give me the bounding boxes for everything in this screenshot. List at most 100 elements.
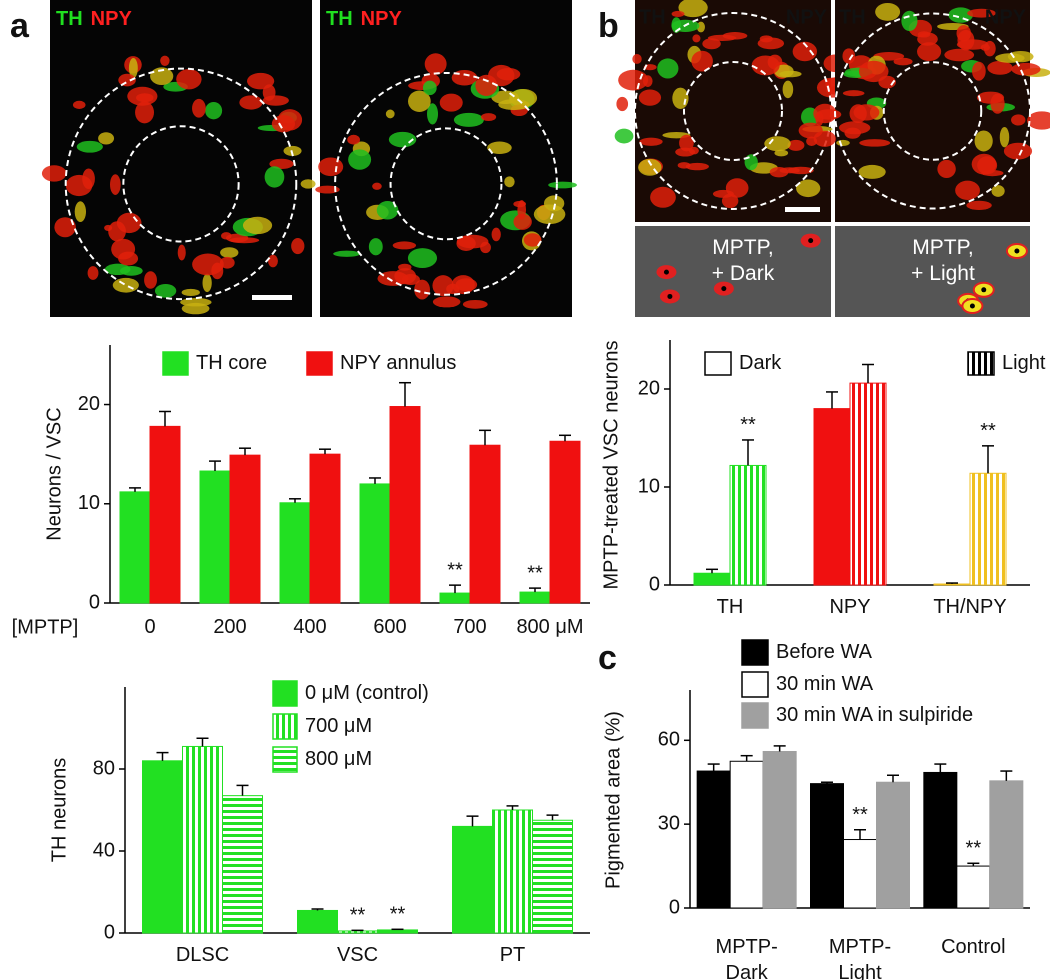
- error-bar: [319, 448, 331, 455]
- cell-blob: [422, 80, 437, 96]
- cell-blob: [333, 250, 361, 257]
- error-bar: [934, 763, 947, 773]
- legend-swatch: [704, 351, 732, 376]
- error-bar: [887, 774, 899, 783]
- bar: [142, 760, 183, 934]
- x-tick-label: NPY: [829, 596, 870, 618]
- cell-blob: [725, 178, 749, 198]
- bar: [810, 783, 844, 909]
- bar: [199, 470, 231, 604]
- cell-blob: [247, 72, 275, 90]
- cell-blob: [858, 60, 889, 83]
- legend-swatch: [967, 351, 995, 376]
- cell-blob: [104, 224, 113, 231]
- outer-ring: [334, 71, 558, 296]
- error-bar: [740, 754, 753, 762]
- cell-blob: [118, 73, 136, 87]
- x-tick-label: MPTP-Dark: [716, 936, 778, 980]
- cell-blob: [1011, 114, 1026, 126]
- cell-blob: [955, 180, 980, 200]
- x-tick-label: 600: [373, 616, 406, 638]
- cell-blob: [104, 263, 131, 276]
- cell-blob: [110, 174, 121, 195]
- cell-blob: [211, 262, 224, 280]
- cell-blob: [74, 201, 87, 223]
- bar: [389, 406, 421, 604]
- stain-label: TH NPY: [326, 8, 402, 30]
- bar: [849, 382, 887, 586]
- x-tick-label: 0: [144, 616, 155, 638]
- cell-blob: [672, 87, 689, 109]
- error-bar: [311, 908, 324, 911]
- cell-blob: [533, 204, 566, 225]
- legend-label: 0 μM (control): [305, 682, 429, 704]
- x-tick-label: MPTP-Light: [829, 936, 891, 980]
- bar: [297, 909, 338, 934]
- cell-blob: [498, 99, 530, 111]
- cell-blob: [65, 174, 93, 197]
- cell-blob: [999, 127, 1010, 148]
- error-bar: [862, 363, 874, 384]
- bar: [519, 591, 551, 604]
- error-bar: [559, 434, 571, 442]
- nucleus: [667, 293, 673, 299]
- significance: **: [527, 562, 543, 584]
- x-tick-label: 400: [293, 616, 326, 638]
- cell-blob: [816, 109, 842, 120]
- cell-blob: [639, 137, 663, 146]
- cell-blob: [971, 153, 997, 175]
- stain-name: TH: [56, 8, 83, 30]
- cell-blob: [205, 102, 223, 120]
- y-axis-label: MPTP-treated VSC neurons: [600, 341, 622, 590]
- x-tick-label: Control: [941, 936, 1005, 958]
- cell-blob: [160, 55, 170, 66]
- error-bar: [946, 582, 958, 585]
- y-tick-label: 80: [93, 757, 115, 779]
- y-tick-label: 0: [104, 921, 115, 943]
- cell-blob: [41, 165, 67, 182]
- error-bar: [854, 828, 866, 840]
- micrograph-bg: [50, 0, 312, 317]
- cell-blob: [774, 149, 789, 157]
- cell-blob: [995, 53, 1025, 63]
- error-bar: [236, 784, 249, 796]
- error-bar: [129, 487, 141, 492]
- error-bar: [742, 439, 754, 466]
- significance: **: [390, 904, 406, 926]
- cell-blob: [177, 244, 186, 261]
- legend-swatch: [162, 351, 189, 376]
- cell-blob: [220, 247, 239, 258]
- error-bar: [826, 391, 838, 409]
- legend-swatch: [272, 713, 298, 740]
- bar: [989, 780, 1024, 909]
- cell-blob: [432, 296, 461, 308]
- legend-swatch: [741, 671, 769, 698]
- legend-swatch: [306, 351, 333, 376]
- stain-name: NPY: [91, 8, 133, 30]
- error-bar: [156, 751, 169, 761]
- x-axis-label: [MPTP]: [12, 616, 79, 638]
- cell-blob: [135, 101, 155, 124]
- nucleus: [969, 303, 975, 309]
- cell-blob: [956, 25, 971, 42]
- bar: [693, 572, 731, 586]
- bar: [549, 440, 581, 604]
- error-bar: [529, 587, 541, 593]
- cell-blob: [792, 41, 818, 62]
- stain-label: TH NPY: [56, 8, 132, 30]
- cell-blob: [368, 238, 383, 256]
- scale-bar: [785, 207, 820, 212]
- cell-blob: [796, 179, 821, 198]
- cell-blob: [154, 284, 177, 298]
- cell-blob: [392, 241, 417, 250]
- y-tick-label: 10: [78, 492, 100, 514]
- error-bar: [821, 781, 833, 784]
- cell-blob: [744, 154, 758, 171]
- cell-blob: [616, 96, 629, 112]
- cell-blob: [54, 217, 76, 238]
- legend-label: Dark: [739, 352, 782, 374]
- bar: [762, 750, 797, 909]
- panel-label: a: [10, 7, 30, 45]
- bar: [876, 781, 910, 909]
- inset-label: MPTP, + Light: [911, 236, 975, 285]
